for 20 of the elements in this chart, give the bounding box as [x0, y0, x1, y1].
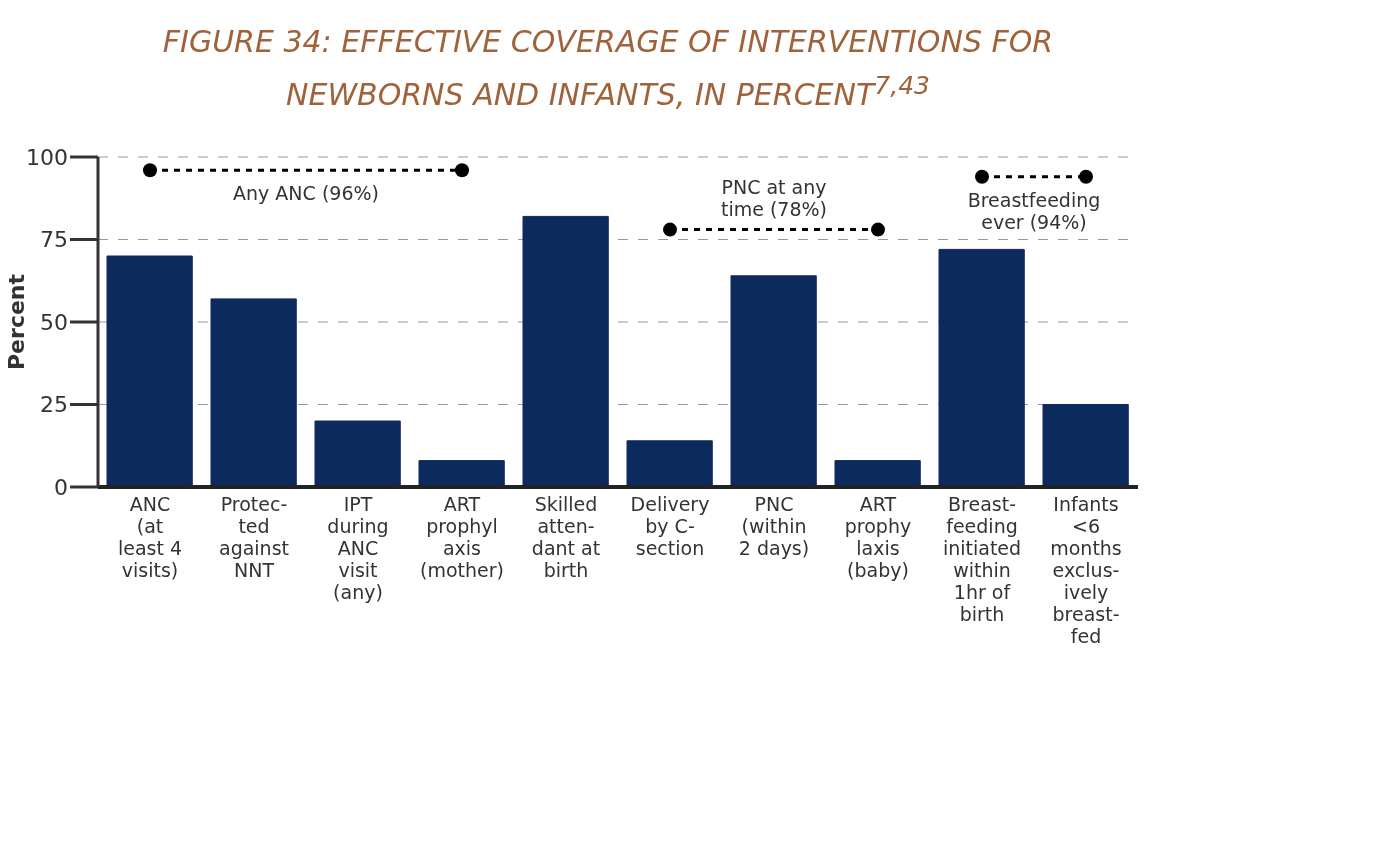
- y-tick-label: 50: [40, 309, 68, 335]
- chart-title: FIGURE 34: EFFECTIVE COVERAGE OF INTERVENTIONS FOR NEWBORNS AND INFANTS, IN PERCENT$^{7,43}$: [161, 23, 1055, 114]
- y-tick-label: 0: [54, 474, 68, 500]
- x-tick-label: Delivery by C- section: [630, 493, 710, 559]
- y-tick-label: 25: [40, 392, 68, 418]
- x-tick-label: PNC (within 2 days): [738, 493, 810, 559]
- x-tick-label: ANC (at least 4 visits): [117, 493, 183, 581]
- series-label: Any ANC (96%): [233, 182, 379, 205]
- x-tick-label: ART prophy laxis (baby): [844, 493, 912, 581]
- x-tick-label: Infants <6 months exclus- ively breast- fed: [1050, 493, 1122, 647]
- series-label: Breastfeeding ever (94%): [967, 188, 1101, 233]
- x-tick-label: Protec- ted against NNT: [218, 493, 290, 581]
- y-tick-label: 75: [40, 227, 68, 253]
- y-tick-label: 100: [26, 144, 68, 170]
- x-tick-label: Skilled atten- dant at birth: [531, 493, 601, 581]
- y-axis-title: Percent: [3, 273, 29, 371]
- x-tick-label: IPT during ANC visit (any): [327, 493, 389, 603]
- x-tick-label: ART prophyl axis (mother): [420, 493, 504, 581]
- x-tick-label: Breast- feeding initiated within 1hr of birth: [942, 493, 1022, 625]
- series-label: PNC at any time (78%): [720, 175, 828, 220]
